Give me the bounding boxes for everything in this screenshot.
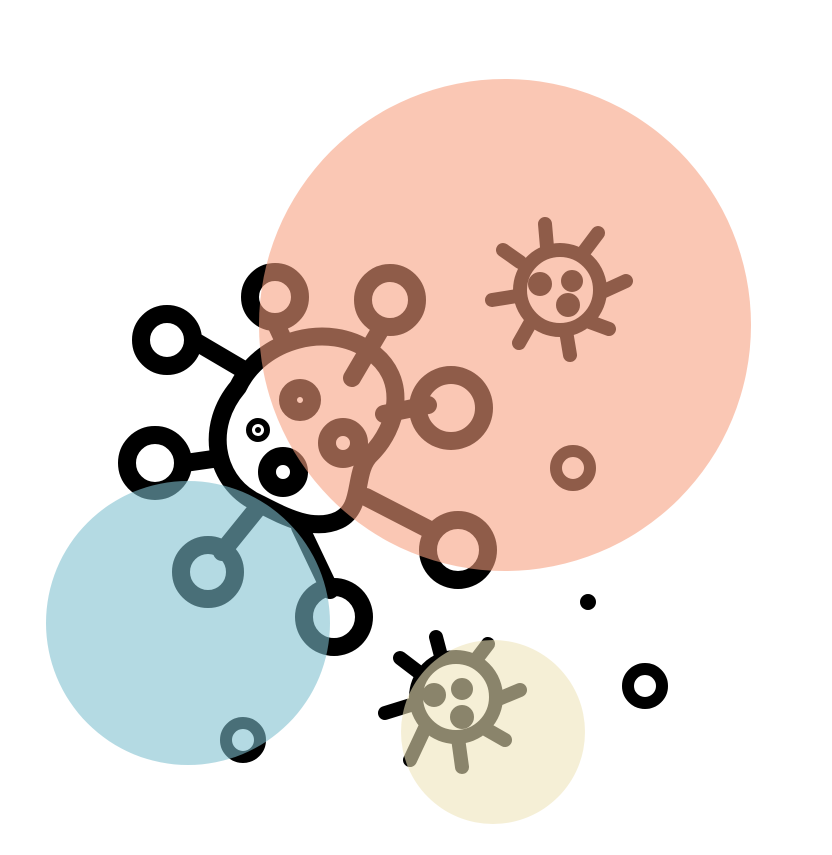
virus-spot xyxy=(258,447,308,497)
virus-spot xyxy=(246,418,270,442)
cream-background-circle xyxy=(401,640,585,824)
spike xyxy=(429,630,448,663)
particle-dot xyxy=(580,594,596,610)
particle-ring xyxy=(622,663,668,709)
spike xyxy=(393,651,428,681)
peach-background-circle xyxy=(259,79,751,571)
blue-background-circle xyxy=(46,481,330,765)
spike-knob xyxy=(132,305,202,375)
